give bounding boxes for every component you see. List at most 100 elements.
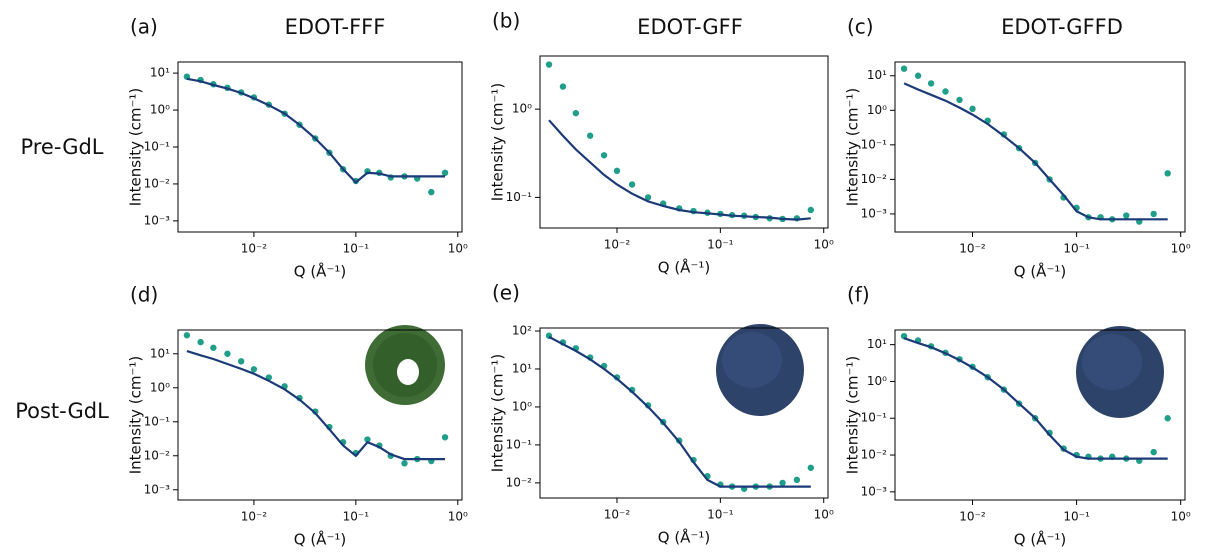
y-tick-label: 10⁻¹	[144, 140, 171, 154]
panel-label: (c)	[847, 15, 874, 39]
y-tick-label: 10¹	[867, 337, 887, 351]
panel-label: (b)	[492, 9, 520, 33]
plot-frame	[894, 61, 1186, 233]
data-point	[441, 434, 449, 441]
data-point	[956, 96, 963, 104]
row-label: Pre-GdL	[20, 135, 103, 159]
data-point	[250, 366, 258, 373]
y-axis-label: Intensity (cm⁻¹)	[844, 88, 862, 207]
data-point	[545, 61, 553, 68]
data-point	[428, 188, 435, 196]
x-axis-label: Q (Å⁻¹)	[658, 528, 710, 547]
data-point	[900, 65, 908, 72]
y-tick-label: 10⁻²	[861, 172, 888, 186]
x-tick-label: 10⁻²	[241, 242, 268, 256]
y-tick-label: 10⁰	[512, 399, 532, 413]
data-point	[197, 338, 204, 346]
plot-frame	[177, 61, 463, 233]
x-tick-label: 10⁻¹	[343, 242, 370, 256]
x-tick-label: 10⁰	[448, 242, 468, 256]
panel-label: (e)	[492, 281, 520, 305]
column-title: EDOT-GFF	[637, 15, 743, 39]
column-title: EDOT-FFF	[285, 15, 386, 39]
data-point	[793, 476, 801, 484]
plot-frame	[894, 329, 1186, 501]
data-point	[927, 80, 935, 87]
data-point	[572, 109, 580, 117]
x-axis-label: Q (Å⁻¹)	[1014, 530, 1066, 549]
inset-structure	[1076, 326, 1164, 418]
data-point	[364, 436, 371, 443]
x-axis-label: Q (Å⁻¹)	[658, 258, 710, 277]
fit-line	[548, 119, 811, 221]
row-label: Post-GdL	[15, 399, 109, 423]
x-tick-label: 10⁻²	[604, 238, 631, 252]
y-tick-label: 10⁻²	[144, 176, 171, 190]
y-axis-label: Intensity (cm⁻¹)	[844, 356, 862, 475]
plot-frame	[177, 329, 463, 501]
y-tick-label: 10⁻¹	[506, 437, 533, 451]
y-axis-label: Intensity (cm⁻¹)	[127, 88, 145, 207]
y-axis-label: Intensity (cm⁻¹)	[127, 356, 145, 475]
x-tick-label: 10⁻²	[959, 510, 986, 524]
data-point	[183, 332, 191, 339]
data-point	[237, 358, 245, 365]
y-tick-label: 10⁻¹	[144, 414, 171, 428]
y-tick-label: 10²	[512, 324, 532, 338]
y-tick-label: 10⁻¹	[861, 411, 888, 425]
data-point	[210, 344, 217, 351]
y-tick-label: 10¹	[867, 68, 887, 82]
column-title: EDOT-GFFD	[1001, 15, 1123, 39]
data-point	[807, 206, 815, 214]
inset-structure	[716, 324, 804, 416]
x-tick-label: 10⁻¹	[707, 238, 734, 252]
data-point	[779, 479, 786, 487]
fit-line	[548, 335, 811, 488]
data-point	[942, 88, 949, 95]
data-point	[644, 402, 652, 409]
x-tick-label: 10⁻²	[604, 508, 631, 522]
y-tick-label: 10⁻¹	[861, 137, 888, 151]
x-axis-label: Q (Å⁻¹)	[294, 262, 346, 281]
y-axis-label: Intensity (cm⁻¹)	[489, 354, 507, 473]
data-point	[969, 105, 976, 113]
data-point	[1164, 170, 1171, 177]
y-tick-label: 10⁻²	[861, 448, 888, 462]
x-tick-label: 10⁻¹	[1063, 510, 1090, 524]
fit-line	[186, 77, 445, 184]
y-tick-label: 10⁻¹	[506, 190, 533, 204]
data-point	[441, 169, 449, 177]
x-tick-label: 10⁰	[1171, 242, 1191, 256]
x-tick-label: 10⁻²	[241, 510, 268, 524]
x-axis-label: Q (Å⁻¹)	[1014, 262, 1066, 281]
fit-line	[903, 82, 1168, 221]
data-point	[644, 194, 652, 201]
panel-label: (d)	[130, 283, 158, 307]
plot-frame	[539, 55, 829, 229]
y-tick-label: 10⁻³	[144, 482, 171, 496]
data-point	[586, 132, 594, 139]
y-tick-label: 10¹	[150, 346, 170, 360]
panel-label: (f)	[847, 283, 870, 307]
data-point	[914, 72, 922, 79]
inset-structure	[365, 325, 445, 405]
data-point	[1164, 415, 1171, 422]
x-tick-label: 10⁰	[448, 510, 468, 524]
data-point	[807, 464, 815, 471]
x-tick-label: 10⁰	[1171, 510, 1191, 524]
x-tick-label: 10⁻¹	[1063, 242, 1090, 256]
x-tick-label: 10⁰	[814, 508, 834, 522]
data-point	[613, 167, 621, 175]
y-tick-label: 10⁰	[867, 103, 887, 117]
plot-frame	[539, 327, 829, 499]
y-axis-label: Intensity (cm⁻¹)	[489, 83, 507, 202]
y-tick-label: 10⁻²	[144, 448, 171, 462]
data-point	[1150, 210, 1157, 218]
data-point	[224, 350, 231, 357]
y-tick-label: 10¹	[512, 361, 532, 375]
data-point	[628, 181, 636, 188]
x-axis-label: Q (Å⁻¹)	[294, 530, 346, 549]
y-tick-label: 10⁻³	[861, 206, 888, 220]
y-tick-label: 10⁰	[512, 102, 532, 116]
x-tick-label: 10⁰	[814, 238, 834, 252]
